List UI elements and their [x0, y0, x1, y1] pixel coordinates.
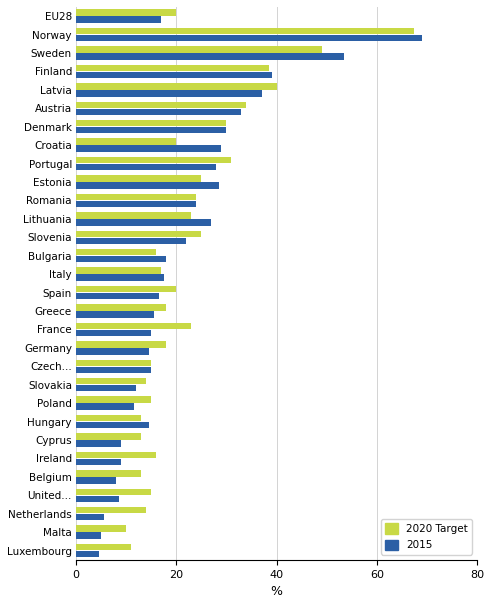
Bar	[76, 525, 126, 532]
Bar	[76, 433, 141, 440]
Bar	[76, 312, 154, 318]
Bar	[76, 249, 156, 255]
Bar	[76, 477, 116, 483]
Bar	[76, 231, 201, 237]
Bar	[76, 164, 217, 170]
Bar	[76, 286, 176, 292]
Bar	[76, 532, 101, 539]
Bar	[76, 367, 151, 373]
Bar	[76, 304, 166, 311]
Bar	[76, 53, 344, 60]
Bar	[76, 182, 219, 189]
Bar	[76, 10, 176, 16]
Bar	[76, 201, 196, 207]
Bar	[76, 514, 104, 520]
Bar	[76, 102, 246, 108]
Bar	[76, 359, 151, 366]
Bar	[76, 145, 221, 152]
X-axis label: %: %	[271, 585, 282, 598]
Bar	[76, 415, 141, 421]
Bar	[76, 396, 151, 403]
Bar	[76, 108, 242, 115]
Bar	[76, 72, 272, 78]
Bar	[76, 219, 212, 226]
Bar	[76, 65, 269, 71]
Bar	[76, 348, 149, 355]
Bar	[76, 470, 141, 477]
Bar	[76, 120, 226, 126]
Bar	[76, 35, 422, 41]
Bar	[76, 385, 136, 391]
Bar	[76, 404, 134, 410]
Bar	[76, 293, 159, 299]
Bar	[76, 544, 131, 551]
Legend: 2020 Target, 2015: 2020 Target, 2015	[381, 519, 472, 555]
Bar	[76, 452, 156, 458]
Bar	[76, 378, 146, 384]
Bar	[76, 275, 164, 281]
Bar	[76, 238, 187, 244]
Bar	[76, 157, 231, 163]
Bar	[76, 83, 276, 90]
Bar	[76, 90, 262, 97]
Bar	[76, 175, 201, 182]
Bar	[76, 459, 121, 465]
Bar	[76, 489, 151, 495]
Bar	[76, 127, 226, 134]
Bar	[76, 194, 196, 200]
Bar	[76, 495, 119, 502]
Bar	[76, 47, 322, 53]
Bar	[76, 322, 191, 329]
Bar	[76, 507, 146, 514]
Bar	[76, 28, 414, 34]
Bar	[76, 139, 176, 145]
Bar	[76, 330, 151, 336]
Bar	[76, 440, 121, 446]
Bar	[76, 256, 166, 263]
Bar	[76, 16, 162, 23]
Bar	[76, 212, 191, 218]
Bar	[76, 422, 149, 428]
Bar	[76, 267, 162, 274]
Bar	[76, 341, 166, 348]
Bar	[76, 551, 99, 557]
